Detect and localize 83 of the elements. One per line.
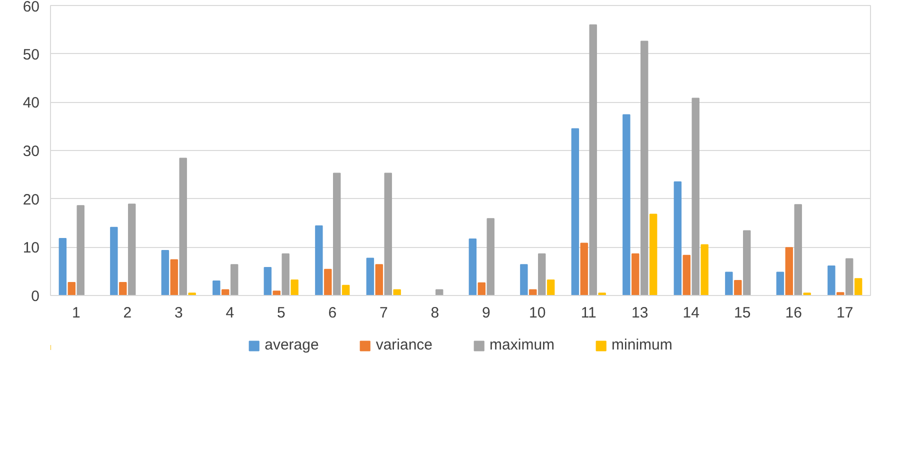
bar: [828, 266, 836, 296]
x-tick-label: 6: [328, 304, 337, 322]
bar: [734, 280, 742, 296]
bar: [161, 250, 170, 296]
bar: [692, 98, 700, 296]
x-tick-label: 15: [734, 304, 751, 322]
bar: [68, 282, 76, 296]
bar: [58, 238, 67, 296]
y-tick-label: 60: [22, 0, 40, 16]
bar: [836, 292, 844, 296]
bar: [776, 272, 784, 296]
x-tick-label: 16: [785, 304, 802, 322]
bar: [468, 238, 477, 296]
bar: [632, 253, 640, 296]
bar: [803, 292, 811, 296]
x-tick-label: 5: [276, 304, 286, 322]
bar: [366, 258, 374, 296]
y-tick-label: 0: [31, 288, 40, 305]
bar: [290, 280, 298, 296]
bar: [393, 289, 401, 296]
bar: [622, 114, 630, 296]
bar: [179, 158, 187, 296]
y-tick-label: 20: [22, 191, 40, 208]
bar: [598, 292, 606, 296]
bar: [674, 181, 682, 296]
bar: [170, 259, 178, 296]
x-tick-label: 4: [226, 304, 234, 322]
legend-label: maximum: [490, 336, 555, 354]
x-tick-label: 11: [580, 304, 596, 322]
bar: [725, 272, 733, 296]
bar: [332, 172, 341, 296]
bar: [794, 204, 802, 296]
bar: [571, 128, 580, 296]
y-tick-label: 30: [22, 143, 40, 160]
bar: [230, 264, 238, 296]
bar: [128, 204, 136, 296]
bar: [342, 284, 350, 296]
bar: [315, 225, 323, 296]
x-tick-label: 9: [482, 304, 490, 322]
legend-label: average: [264, 336, 319, 354]
x-tick-label: 7: [379, 304, 388, 322]
x-tick-label: 1: [72, 304, 80, 322]
bar: [640, 40, 648, 296]
x-tick-label: 17: [836, 304, 854, 322]
bar: [76, 205, 84, 296]
bar: [742, 230, 751, 296]
bar: [188, 292, 196, 296]
y-tick-label: 40: [22, 94, 40, 112]
x-tick-label: 8: [430, 304, 440, 322]
x-tick-label: 10: [529, 304, 546, 322]
bar: [785, 247, 794, 296]
bar: [272, 290, 281, 296]
legend-label: variance: [376, 336, 433, 354]
bar: [324, 268, 332, 296]
bar: [845, 258, 854, 296]
bar: [384, 172, 392, 296]
bar: [486, 218, 494, 296]
bar: [264, 266, 272, 296]
bar: [529, 289, 537, 296]
bar: [854, 278, 862, 296]
bar: [538, 253, 546, 296]
bar: [649, 214, 658, 296]
bar: [682, 254, 691, 296]
bar: [282, 253, 290, 296]
x-tick-label: 2: [123, 304, 132, 322]
bar: [520, 264, 528, 296]
y-tick-label: 10: [22, 240, 40, 257]
bar: [478, 282, 486, 296]
bar: [110, 226, 118, 296]
bar: [212, 280, 220, 296]
bar: [546, 280, 555, 296]
bar: [589, 24, 597, 296]
bar: [435, 289, 444, 296]
bar: [700, 244, 708, 296]
bar: [222, 289, 230, 296]
x-tick-label: 3: [174, 304, 183, 322]
bar: [119, 282, 127, 296]
y-tick-label: 50: [22, 46, 40, 64]
x-tick-label: 13: [632, 304, 648, 322]
legend-label: minimum: [612, 336, 672, 354]
x-tick-label: 14: [682, 304, 700, 322]
bar: [375, 264, 384, 296]
bar: [580, 242, 588, 296]
